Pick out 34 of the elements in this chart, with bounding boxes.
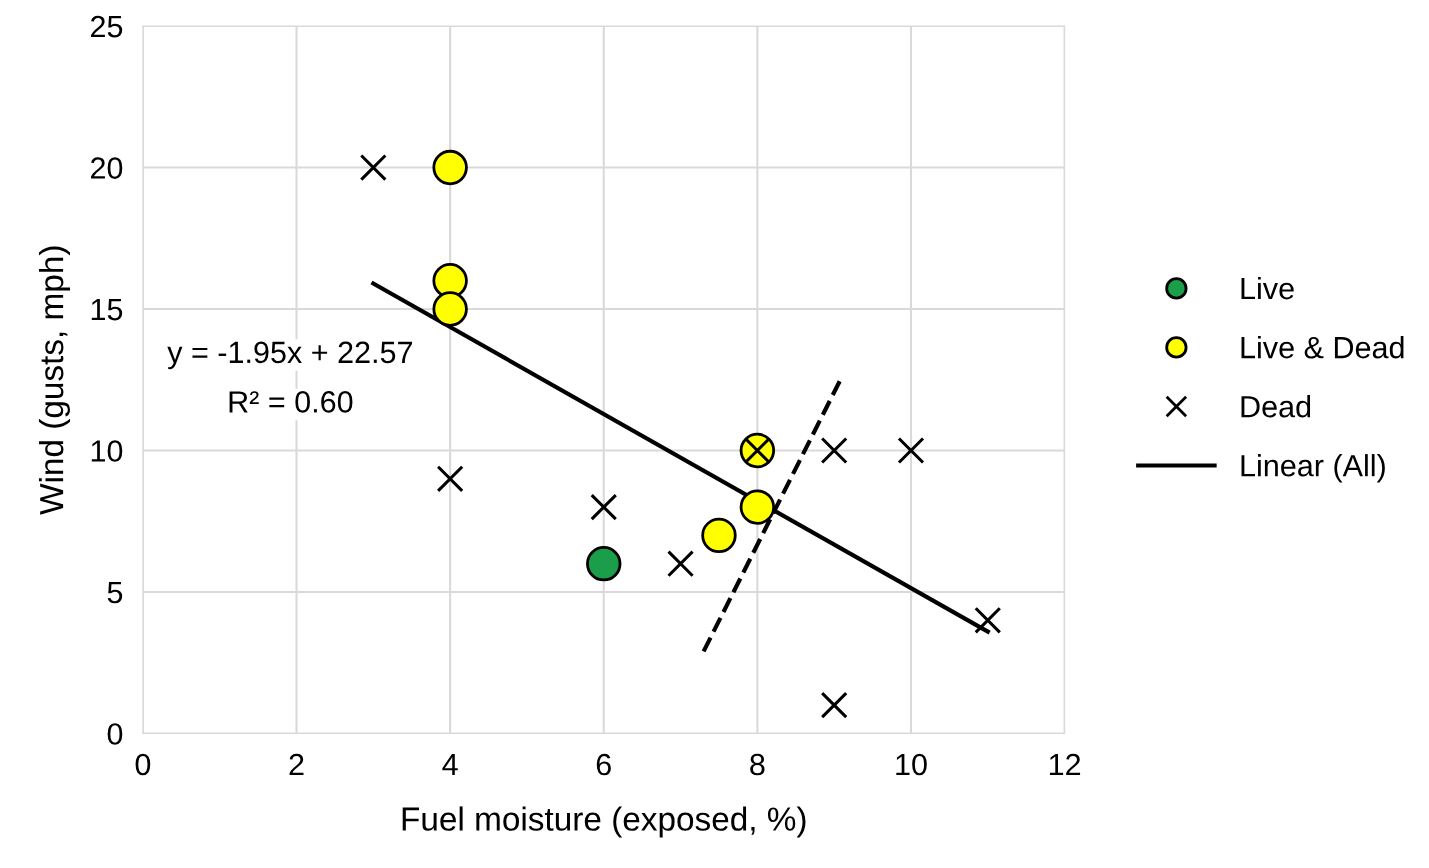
y-tick-label: 0 [107,723,123,745]
legend-label: Dead [1241,395,1311,418]
x-tick-label: 6 [596,753,611,776]
point [820,436,848,465]
x-axis-title: Fuel moisture (exposed, %) [402,806,806,838]
y-tick-label: 25 [91,15,123,38]
legend-label: Live & Dead [1241,335,1404,359]
point [432,149,468,186]
y-tick-label: 15 [91,299,123,321]
y-tick-label: 10 [91,440,123,462]
y-tick-label: 5 [107,582,123,604]
legend-label: Live [1241,276,1294,300]
x-tick-label: 0 [135,753,151,776]
y-axis-title: Wind (gusts, mph) [38,246,71,515]
point [436,465,464,493]
point [586,546,622,582]
point [897,436,925,465]
legend-label: Linear (All) [1241,454,1385,483]
point [974,606,1002,634]
x-tick-label: 2 [289,753,304,776]
point [667,550,695,578]
annotation: R² = 0.60 [229,391,353,413]
point [432,291,468,327]
point [701,517,737,554]
x-tick-label: 8 [750,753,765,776]
y-tick-label: 20 [91,157,123,179]
point [359,153,387,182]
point [739,489,776,525]
point [820,691,848,719]
annotation: y = -1.95x + 22.57 [167,341,412,370]
point [590,493,618,521]
x-tick-label: 4 [442,754,458,776]
x-tick-label: 12 [1049,753,1081,776]
x-tick-label: 10 [896,753,927,776]
